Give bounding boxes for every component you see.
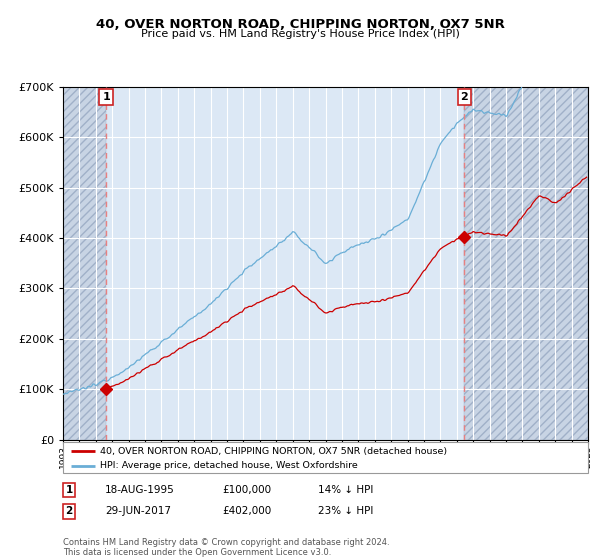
Text: HPI: Average price, detached house, West Oxfordshire: HPI: Average price, detached house, West… bbox=[100, 461, 358, 470]
Text: 1: 1 bbox=[102, 92, 110, 102]
Text: 40, OVER NORTON ROAD, CHIPPING NORTON, OX7 5NR: 40, OVER NORTON ROAD, CHIPPING NORTON, O… bbox=[95, 18, 505, 31]
Text: 2: 2 bbox=[65, 506, 73, 516]
Text: Price paid vs. HM Land Registry's House Price Index (HPI): Price paid vs. HM Land Registry's House … bbox=[140, 29, 460, 39]
Text: 29-JUN-2017: 29-JUN-2017 bbox=[105, 506, 171, 516]
Text: 2: 2 bbox=[460, 92, 468, 102]
Text: Contains HM Land Registry data © Crown copyright and database right 2024.
This d: Contains HM Land Registry data © Crown c… bbox=[63, 538, 389, 557]
Text: 18-AUG-1995: 18-AUG-1995 bbox=[105, 485, 175, 495]
Text: 14% ↓ HPI: 14% ↓ HPI bbox=[318, 485, 373, 495]
Bar bbox=[464, 87, 588, 440]
Bar bbox=[63, 87, 106, 440]
Text: 1: 1 bbox=[65, 485, 73, 495]
Text: 40, OVER NORTON ROAD, CHIPPING NORTON, OX7 5NR (detached house): 40, OVER NORTON ROAD, CHIPPING NORTON, O… bbox=[100, 446, 447, 455]
Text: £100,000: £100,000 bbox=[222, 485, 271, 495]
Text: £402,000: £402,000 bbox=[222, 506, 271, 516]
FancyBboxPatch shape bbox=[63, 442, 588, 473]
Text: 23% ↓ HPI: 23% ↓ HPI bbox=[318, 506, 373, 516]
